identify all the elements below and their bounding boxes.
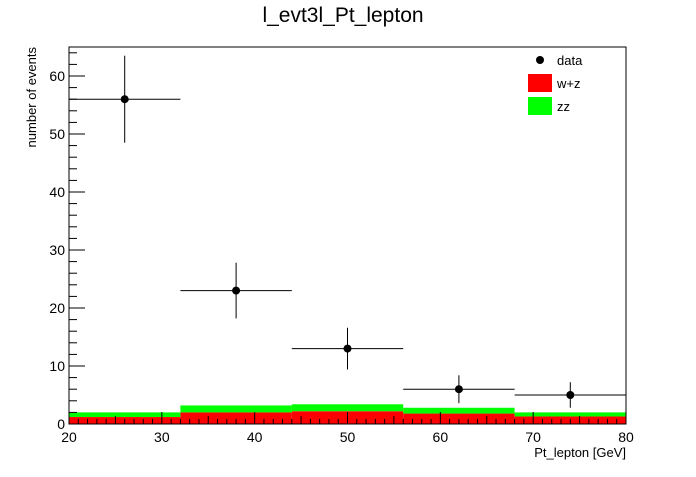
data-point-3 <box>454 385 463 394</box>
y-axis-label: number of events <box>24 47 39 148</box>
legend-label-wz: w+z <box>556 76 580 91</box>
data-point-2 <box>343 344 352 353</box>
hist-bar-wz-3 <box>403 413 515 424</box>
legend: data w+z zz <box>528 53 583 115</box>
legend-data-marker <box>536 56 544 64</box>
hist-bar-zz-4 <box>514 412 626 417</box>
x-tick-label-50: 50 <box>340 429 356 445</box>
hist-bar-zz-0 <box>69 412 181 418</box>
x-tick-label-70: 70 <box>525 429 541 445</box>
data-point-0 <box>120 95 129 104</box>
y-tick-label-0: 0 <box>57 416 65 432</box>
axes: 20 30 40 50 60 70 80 0 10 20 30 40 50 60 <box>49 46 634 445</box>
x-tick-label-60: 60 <box>433 429 449 445</box>
data-point-1 <box>232 286 241 295</box>
hist-bar-zz-3 <box>403 407 515 414</box>
y-tick-label-40: 40 <box>49 184 65 200</box>
y-tick-label-50: 50 <box>49 126 65 142</box>
legend-swatch-zz <box>528 97 552 115</box>
y-tick-label-10: 10 <box>49 358 65 374</box>
y-tick-label-30: 30 <box>49 242 65 258</box>
x-tick-label-30: 30 <box>154 429 170 445</box>
data-points <box>69 55 626 408</box>
legend-swatch-wz <box>528 74 552 92</box>
data-point-4 <box>566 391 575 399</box>
x-tick-label-40: 40 <box>247 429 263 445</box>
legend-label-zz: zz <box>557 99 570 114</box>
legend-label-data: data <box>557 53 583 68</box>
chart-title: l_evt3l_Pt_lepton <box>262 4 423 27</box>
y-tick-label-60: 60 <box>49 68 65 84</box>
hist-bar-zz-2 <box>291 404 404 412</box>
hist-bar-wz-1 <box>180 412 292 424</box>
x-tick-label-80: 80 <box>618 429 634 445</box>
x-axis-label: Pt_lepton [GeV] <box>534 445 626 460</box>
hist-bar-zz-1 <box>180 405 292 413</box>
x-tick-label-20: 20 <box>61 429 77 445</box>
y-tick-label-20: 20 <box>49 300 65 316</box>
